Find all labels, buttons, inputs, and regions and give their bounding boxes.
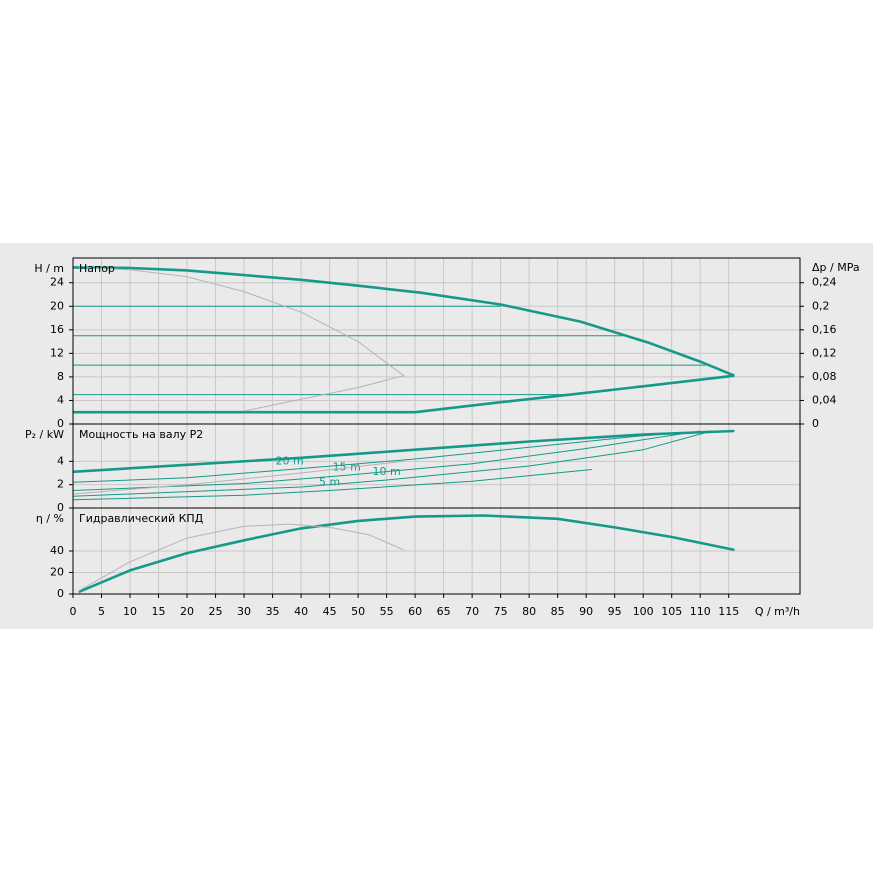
x-tick-label: 110 — [690, 605, 711, 618]
x-tick-label: 40 — [294, 605, 308, 618]
x-tick-label: 100 — [633, 605, 654, 618]
y2-tick-label: 0 — [812, 417, 819, 430]
curve — [78, 514, 735, 594]
curve — [72, 430, 712, 497]
y2-tick-label: 0,08 — [812, 370, 837, 383]
curve — [72, 429, 735, 474]
x-tick-label: 80 — [522, 605, 536, 618]
panel-title: Мощность на валу P2 — [79, 428, 203, 441]
curve — [72, 266, 735, 377]
x-tick-label: 95 — [608, 605, 622, 618]
x-tick-label: 70 — [465, 605, 479, 618]
y2-tick-label: 0,24 — [812, 276, 837, 289]
y-tick-label: 4 — [57, 393, 64, 406]
x-tick-label: 60 — [408, 605, 422, 618]
x-tick-label: 10 — [123, 605, 137, 618]
x-tick-label: 45 — [323, 605, 337, 618]
curve — [72, 430, 712, 483]
y-axis-label: P₂ / kW — [25, 428, 64, 441]
y-tick-label: 24 — [50, 276, 64, 289]
x-tick-label: 90 — [579, 605, 593, 618]
x-tick-label: 30 — [237, 605, 251, 618]
curve — [72, 460, 404, 495]
y-tick-label: 4 — [57, 454, 64, 467]
curve — [78, 266, 405, 412]
x-tick-label: 55 — [380, 605, 394, 618]
curve-label: 10 m — [372, 465, 400, 478]
x-tick-label: 105 — [661, 605, 682, 618]
x-tick-label: 65 — [437, 605, 451, 618]
y-tick-label: 2 — [57, 478, 64, 491]
x-axis-label: Q / m³/h — [755, 605, 800, 618]
y-tick-label: 0 — [57, 501, 64, 514]
x-tick-label: 25 — [209, 605, 223, 618]
y2-tick-label: 0,12 — [812, 346, 837, 359]
y2-axis-label: Δp / MPa — [812, 261, 860, 274]
curve — [78, 523, 404, 592]
curve-label: 20 m — [276, 455, 304, 468]
y-tick-label: 40 — [50, 544, 64, 557]
y-axis-label: η / % — [36, 512, 64, 525]
x-tick-label: 85 — [551, 605, 565, 618]
y-tick-label: 0 — [57, 587, 64, 600]
y-tick-label: 16 — [50, 323, 64, 336]
curve — [73, 374, 735, 414]
curve-label: 5 m — [319, 476, 340, 489]
curve-label: 15 m — [333, 460, 361, 473]
curve — [72, 430, 701, 491]
x-tick-label: 20 — [180, 605, 194, 618]
y-tick-label: 20 — [50, 566, 64, 579]
y-tick-label: 0 — [57, 417, 64, 430]
x-tick-label: 0 — [70, 605, 77, 618]
y-axis-label: H / m — [34, 262, 64, 275]
y-tick-label: 20 — [50, 299, 64, 312]
y2-tick-label: 0,16 — [812, 323, 837, 336]
y-tick-label: 12 — [50, 346, 64, 359]
x-tick-label: 115 — [718, 605, 739, 618]
panel-title: Напор — [79, 262, 115, 275]
y2-tick-label: 0,2 — [812, 299, 830, 312]
y-tick-label: 8 — [57, 370, 64, 383]
x-tick-label: 15 — [152, 605, 166, 618]
curve — [72, 469, 592, 501]
x-tick-label: 5 — [98, 605, 105, 618]
x-tick-label: 50 — [351, 605, 365, 618]
x-tick-label: 35 — [266, 605, 280, 618]
panel-title: Гидравлический КПД — [79, 512, 204, 525]
panel-frame — [72, 507, 801, 595]
x-tick-label: 75 — [494, 605, 508, 618]
y2-tick-label: 0,04 — [812, 393, 837, 406]
